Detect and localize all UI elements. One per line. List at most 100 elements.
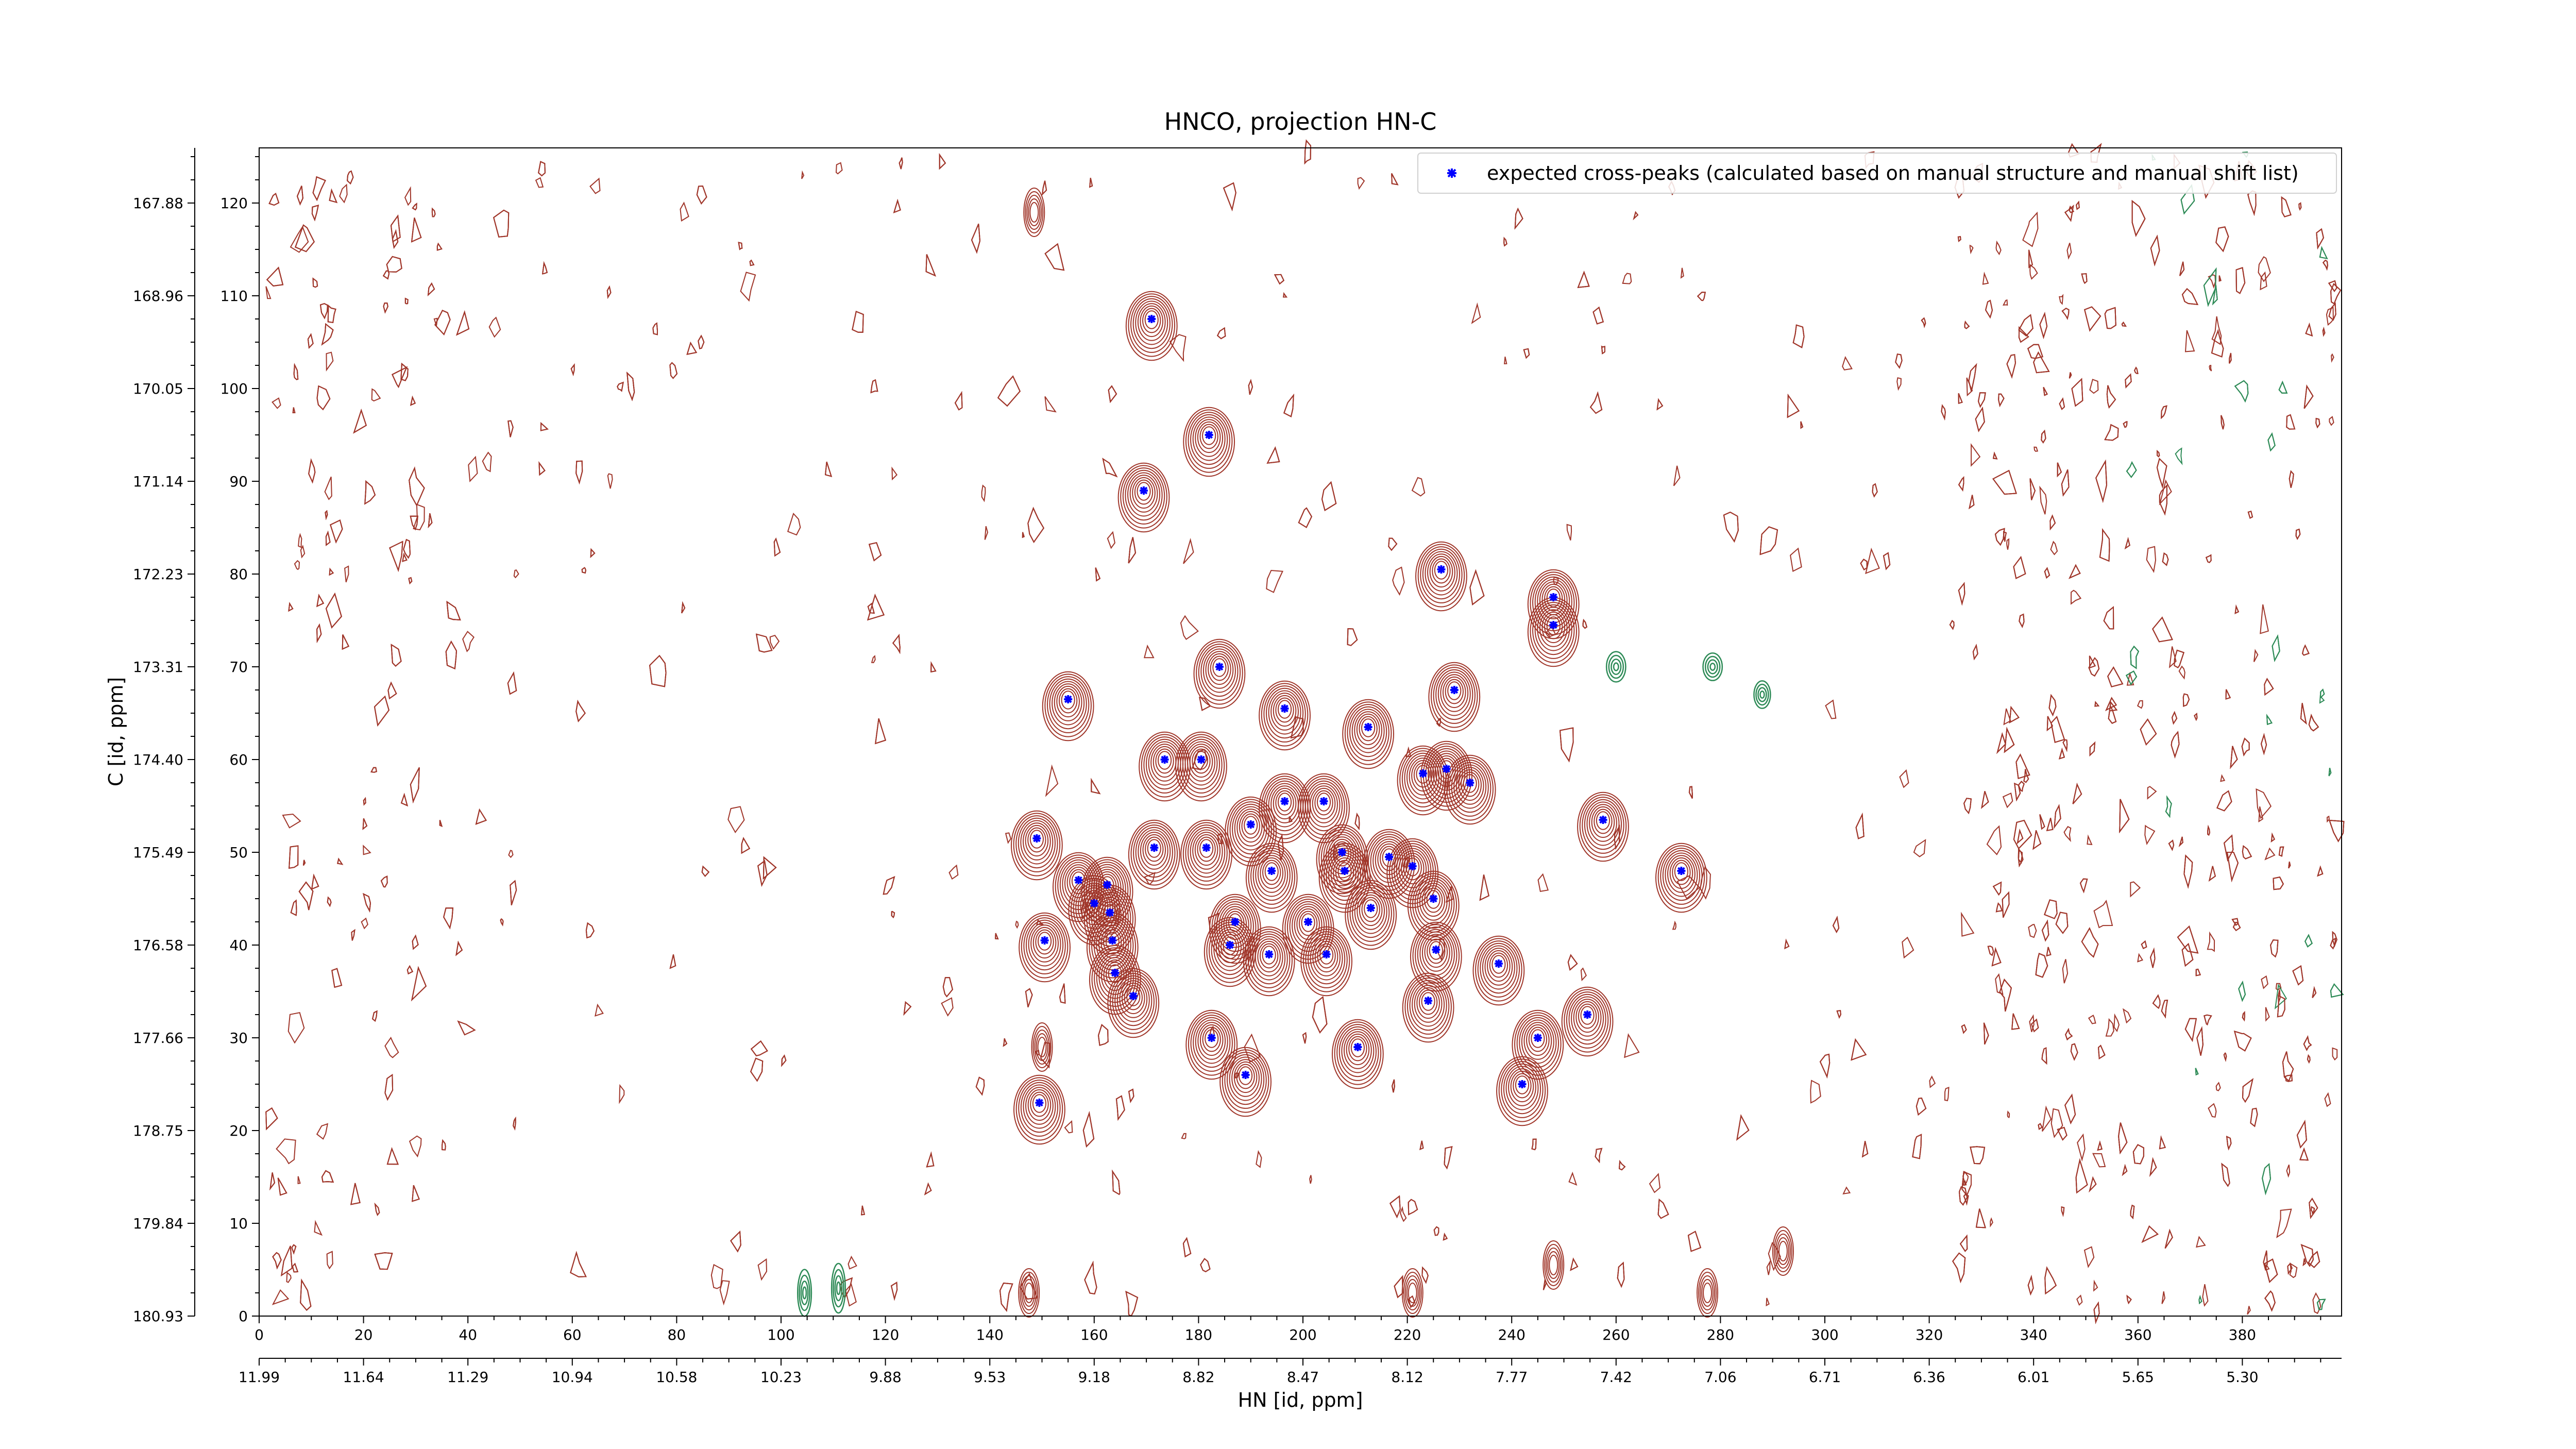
peak-contour bbox=[1027, 827, 1046, 853]
peak-contour bbox=[1508, 1068, 1536, 1106]
cross-peak-marker bbox=[1353, 1043, 1362, 1051]
noise-contour bbox=[2105, 1018, 2114, 1037]
noise-contour bbox=[402, 552, 408, 562]
peak-contour bbox=[1262, 946, 1276, 965]
noise-contour bbox=[1523, 348, 1530, 359]
peak-contour bbox=[1270, 693, 1299, 731]
noise-contour bbox=[1400, 1206, 1407, 1222]
peak-contour bbox=[1414, 985, 1443, 1023]
noise-contour bbox=[2004, 727, 2015, 753]
noise-contour bbox=[1216, 327, 1226, 340]
peak-contour bbox=[1196, 641, 1243, 705]
x-axis-index: 0 20 40 60 80 100 120 140 160 180 200 220 240 260 280 3… bbox=[255, 1316, 2321, 1343]
noise-contour bbox=[2184, 330, 2195, 352]
peak-contour bbox=[1409, 980, 1447, 1031]
noise-contour bbox=[2299, 1147, 2309, 1161]
noise-contour bbox=[2242, 1010, 2245, 1022]
noise-contour bbox=[400, 793, 409, 807]
peak-contour bbox=[1316, 793, 1331, 812]
x2-tick-label: 8.47 bbox=[1287, 1369, 1319, 1386]
noise-contour bbox=[321, 323, 334, 346]
peak-contour bbox=[1298, 911, 1318, 936]
peak-contour bbox=[1130, 296, 1173, 353]
peak-contour bbox=[1343, 1031, 1372, 1069]
noise-contour bbox=[2072, 783, 2082, 804]
noise-contour bbox=[1998, 393, 2005, 407]
peak-contour bbox=[1025, 1087, 1054, 1125]
noise-contour bbox=[2233, 1031, 2252, 1052]
noise-contour bbox=[1044, 243, 1065, 271]
peak-contour bbox=[1192, 832, 1221, 870]
noise-contour bbox=[2081, 273, 2088, 284]
noise-contour bbox=[2196, 1236, 2206, 1248]
noise-contour bbox=[2302, 1258, 2307, 1267]
noise-contour bbox=[2330, 937, 2336, 950]
noise-contour bbox=[2324, 1092, 2331, 1107]
noise-contour bbox=[2106, 385, 2116, 409]
noise-contour bbox=[300, 1278, 312, 1311]
y2-tick-label: 176.58 bbox=[133, 937, 183, 954]
peak-contour bbox=[1185, 409, 1233, 473]
noise-contour bbox=[2113, 1013, 2120, 1033]
peak-contour bbox=[1268, 690, 1301, 735]
noise-contour bbox=[652, 322, 658, 335]
noise-contour bbox=[2319, 688, 2325, 699]
noise-contour bbox=[2303, 1035, 2312, 1051]
peak-contour bbox=[1031, 1022, 1053, 1072]
peak-contour bbox=[1229, 1056, 1262, 1101]
noise-contour bbox=[1766, 1298, 1770, 1307]
noise-contour bbox=[590, 548, 596, 558]
noise-contour bbox=[2013, 555, 2026, 579]
noise-contour bbox=[411, 966, 427, 1002]
noise-contour bbox=[1657, 1198, 1669, 1219]
x-tick-label: 180 bbox=[1185, 1326, 1212, 1343]
noise-contour bbox=[2089, 379, 2099, 394]
cross-peak-marker bbox=[1432, 946, 1440, 954]
noise-contour bbox=[2289, 470, 2294, 488]
cross-peak-marker bbox=[1207, 1034, 1216, 1042]
peak-contour bbox=[1489, 952, 1509, 978]
noise-contour bbox=[2039, 312, 2048, 340]
noise-contour bbox=[298, 881, 314, 911]
peak-contour bbox=[1426, 890, 1440, 909]
noise-contour bbox=[1961, 912, 1975, 937]
noise-contour bbox=[1825, 699, 1837, 719]
noise-contour bbox=[1961, 1171, 1972, 1197]
peak-contour bbox=[1018, 817, 1056, 869]
noise-contour bbox=[2204, 1014, 2212, 1026]
peak-contour bbox=[1109, 970, 1157, 1034]
x2-tick-label: 5.30 bbox=[2226, 1369, 2258, 1386]
x-tick-label: 200 bbox=[1289, 1326, 1316, 1343]
peak-contour bbox=[1264, 862, 1279, 881]
noise-contour bbox=[848, 1255, 857, 1270]
noise-contour bbox=[1582, 619, 1588, 629]
contour-layer bbox=[265, 139, 2345, 1324]
negative-contour bbox=[833, 1269, 844, 1308]
noise-contour bbox=[353, 409, 367, 434]
noise-contour bbox=[406, 965, 414, 975]
noise-contour bbox=[1144, 644, 1155, 659]
noise-contour bbox=[493, 209, 510, 238]
peak-contour bbox=[1544, 586, 1563, 612]
noise-contour bbox=[1084, 1260, 1097, 1295]
noise-contour bbox=[2159, 484, 2167, 516]
noise-contour bbox=[2152, 994, 2161, 1009]
noise-contour bbox=[2041, 429, 2046, 444]
noise-contour bbox=[750, 1040, 768, 1057]
legend-label: expected cross-peaks (calculated based o… bbox=[1487, 162, 2299, 184]
peak-contour bbox=[1015, 1077, 1063, 1141]
noise-contour bbox=[390, 214, 401, 243]
peak-contour bbox=[1042, 671, 1094, 742]
noise-contour bbox=[2104, 307, 2116, 329]
peak-contour bbox=[1317, 943, 1336, 969]
noise-contour bbox=[1999, 979, 2012, 1012]
legend-box bbox=[1417, 153, 2337, 194]
noise-contour bbox=[2310, 1206, 2315, 1216]
noise-contour bbox=[2050, 716, 2065, 743]
noise-contour bbox=[1044, 396, 1057, 413]
noise-contour bbox=[412, 1185, 420, 1202]
noise-contour bbox=[2317, 865, 2324, 877]
peak-contour bbox=[1571, 996, 1604, 1041]
peak-contour bbox=[1492, 955, 1506, 974]
noise-contour bbox=[606, 285, 612, 299]
